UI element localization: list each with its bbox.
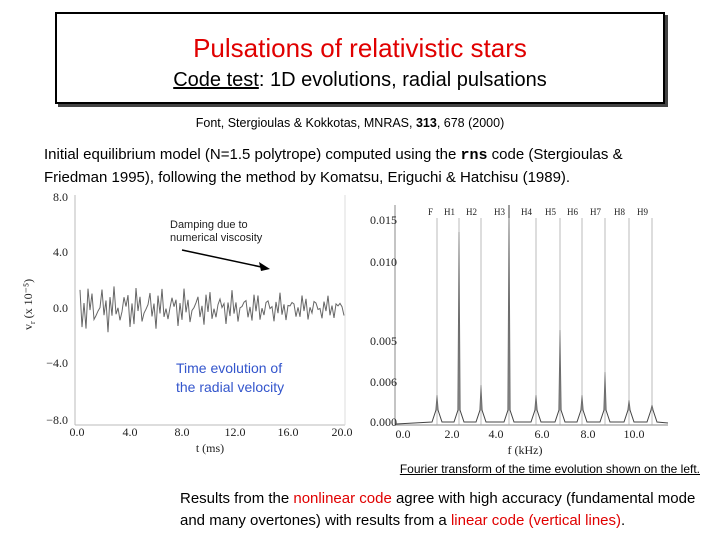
reference: Font, Stergioulas & Kokkotas, MNRAS, 313… (0, 116, 700, 130)
mode-label: F (428, 207, 433, 217)
concl-3: . (621, 512, 626, 529)
plot-label: the radial velocity (176, 379, 284, 395)
y-tick-label: 0.015 (370, 213, 397, 227)
arrow (181, 249, 267, 269)
y-tick-label: −4.0 (46, 356, 68, 370)
concl-linear: linear code (vertical lines) (450, 512, 622, 529)
y-axis-label: vr (x 10⁻⁵) (21, 279, 37, 330)
intro: Initial equilibrium model (N=1.5 polytro… (44, 144, 684, 189)
label-bg (172, 355, 302, 397)
mode-label: H7 (590, 207, 601, 217)
title: Pulsations of relativistic stars (193, 33, 527, 63)
x-tick-label: 6.0 (535, 427, 550, 441)
mode-label: H3 (494, 207, 505, 217)
y-tick-label: 0.005 (370, 334, 397, 348)
y-tick-label: 0.0 (53, 301, 68, 315)
intro-after: code (Stergioulas & Friedman 1995), foll… (44, 146, 623, 186)
subtitle-rest: : 1D evolutions, radial pulsations (258, 69, 547, 91)
y-tick-label: −8.0 (46, 413, 68, 427)
title-box (55, 12, 665, 104)
arrow-head (259, 262, 270, 271)
y-label-part: v (21, 324, 35, 330)
x-axis-label: f (kHz) (508, 443, 543, 457)
x-tick-label: 8.0 (175, 425, 190, 439)
subtitle-emphasis: Code test (173, 69, 259, 91)
mode-label: H4 (521, 207, 532, 217)
x-tick-label: 10.0 (624, 427, 645, 441)
subtitle: Code test: 1D evolutions, radial pulsati… (55, 69, 665, 92)
annotation: numerical viscosity (170, 232, 263, 244)
conclusion: Results from the nonlinear code agree wi… (180, 488, 710, 532)
y-label-part: (x 10⁻⁵) (21, 279, 35, 319)
intro-code: rns (460, 147, 488, 164)
x-tick-label: 0.0 (396, 427, 411, 441)
mode-label: H2 (466, 207, 477, 217)
ref-volume: 313 (415, 116, 437, 130)
x-tick-label: 8.0 (581, 427, 596, 441)
x-tick-label: 4.0 (489, 427, 504, 441)
x-tick-label: 16.0 (278, 425, 299, 439)
concl-1: Results from the (180, 490, 294, 507)
intro-before: Initial equilibrium model (N=1.5 polytro… (44, 146, 461, 163)
annotation-bg (166, 214, 272, 246)
x-tick-label: 2.0 (445, 427, 460, 441)
mode-label: H1 (444, 207, 455, 217)
plot-label: Time evolution of (176, 360, 282, 376)
y-tick-label: 0.010 (370, 255, 397, 269)
mode-label: H6 (567, 207, 578, 217)
ref-authors: Font, Stergioulas & Kokkotas, MNRAS, (195, 116, 416, 130)
signal (79, 286, 345, 333)
annotation: Damping due to (170, 219, 248, 231)
x-tick-label: 4.0 (123, 425, 138, 439)
concl-2: agree with high accuracy (fundamental mo… (180, 490, 696, 529)
mode-label: H8 (614, 207, 625, 217)
y-tick-label: 0.000 (370, 415, 397, 429)
y-label-part: r (28, 321, 37, 324)
x-tick-label: 0.0 (70, 425, 85, 439)
mode-label: H9 (637, 207, 648, 217)
x-axis-label: t (ms) (196, 441, 224, 455)
spectrum (395, 204, 669, 425)
y-tick-label: 0.006 (370, 375, 397, 389)
ref-pages: , 678 (2000) (436, 116, 505, 130)
mode-label: H5 (545, 207, 556, 217)
caption: Fourier transform of the time evolution … (399, 462, 700, 476)
y-tick-label: 4.0 (53, 245, 68, 259)
y-tick-label: 8.0 (53, 190, 68, 204)
x-tick-label: 20.0 (332, 425, 353, 439)
x-tick-label: 12.0 (225, 425, 246, 439)
concl-nonlinear: nonlinear code (293, 490, 392, 507)
